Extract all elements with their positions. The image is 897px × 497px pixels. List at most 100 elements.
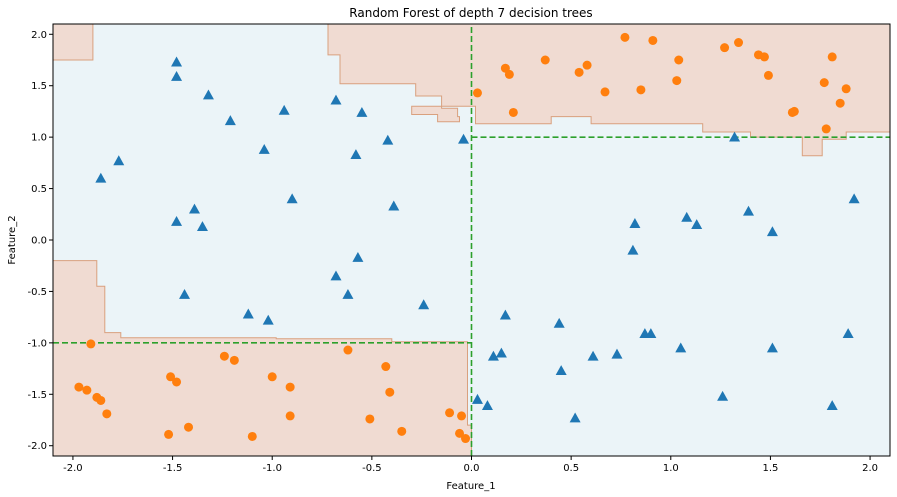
triangle-point (342, 289, 354, 299)
triangle-point (458, 133, 470, 144)
triangle-point (848, 193, 860, 204)
circle-point (166, 372, 176, 382)
triangle-point (171, 70, 183, 81)
data-points (74, 32, 860, 444)
decision-region (52, 23, 94, 61)
triangle-point (113, 155, 125, 166)
circle-point (385, 387, 395, 397)
triangle-point (278, 104, 290, 115)
triangle-point (553, 317, 565, 328)
circle-point (445, 408, 455, 418)
circle-point (285, 411, 295, 421)
triangle-point (171, 215, 183, 226)
triangle-point (224, 115, 236, 126)
x-axis-label: Feature_1 (446, 481, 495, 492)
circle-point (582, 60, 592, 70)
y-tick-label: 1.5 (31, 81, 47, 92)
triangle-point (188, 203, 200, 214)
y-axis-label: Feature_2 (7, 215, 18, 264)
y-tick-label: 1.0 (31, 133, 47, 144)
circle-point (819, 78, 829, 88)
y-tick-label: -1.5 (27, 390, 47, 401)
circle-point (164, 429, 174, 439)
true-boundaries (53, 24, 890, 456)
triangle-point (487, 350, 499, 361)
triangle-point (645, 328, 657, 338)
triangle-point (330, 270, 342, 281)
triangle-point (471, 393, 483, 404)
triangle-point (286, 193, 298, 204)
y-tick-label: 0.0 (31, 236, 47, 247)
circle-point (827, 52, 837, 62)
triangle-point (587, 350, 599, 361)
chart-title: Random Forest of depth 7 decision trees (349, 6, 592, 20)
circle-point (219, 351, 229, 361)
circle-point (285, 382, 295, 392)
circle-point (267, 372, 277, 382)
circle-point (620, 32, 630, 42)
x-tick-label: 0.0 (464, 463, 480, 474)
circle-point (600, 87, 610, 97)
triangle-point (675, 342, 687, 353)
circle-point (102, 409, 112, 419)
x-tick-label: 1.0 (663, 463, 679, 474)
triangle-point (766, 342, 778, 353)
circle-point (457, 411, 467, 421)
circle-point (229, 355, 239, 365)
triangle-point (611, 348, 623, 359)
circle-point (674, 55, 684, 65)
x-tick-label: 2.0 (862, 463, 878, 474)
x-tick-label: -1.5 (163, 463, 183, 474)
circle-point (365, 414, 375, 424)
circle-point (461, 434, 471, 444)
circle-point (172, 377, 182, 387)
triangle-point (495, 347, 507, 358)
triangle-point (356, 106, 368, 117)
circle-point (472, 88, 482, 98)
triangle-point (171, 56, 183, 67)
y-tick-label: -2.0 (27, 441, 47, 452)
triangle-point (350, 149, 362, 160)
triangle-point (258, 143, 270, 154)
x-tick-label: 0.5 (563, 463, 579, 474)
y-tick-label: 0.5 (31, 184, 47, 195)
triangle-point (729, 131, 741, 142)
x-tick-label: -2.0 (63, 463, 83, 474)
circle-point (397, 426, 407, 436)
triangle-point (681, 211, 693, 222)
circle-point (508, 107, 518, 117)
triangle-point (717, 390, 729, 401)
triangle-point (555, 365, 567, 376)
x-axis-ticks: -2.0 -1.5 -1.0 -0.5 0.0 0.5 1.0 1.5 2.0 (63, 456, 878, 474)
triangle-point (388, 200, 400, 211)
circle-point (74, 382, 84, 392)
triangle-point (826, 400, 838, 410)
circle-point (184, 422, 194, 432)
x-tick-label: -1.0 (262, 463, 282, 474)
circle-point (636, 85, 646, 95)
triangle-point (242, 308, 254, 319)
circle-point (540, 55, 550, 65)
triangle-point (382, 134, 394, 145)
circle-point (789, 106, 799, 116)
circle-point (763, 70, 773, 80)
circle-point (574, 67, 584, 77)
triangle-point (418, 299, 430, 310)
triangle-point (330, 94, 342, 105)
triangle-point (691, 219, 703, 229)
triangle-point (196, 221, 208, 232)
triangle-point (766, 226, 778, 237)
triangle-point (499, 309, 511, 320)
triangle-point (569, 412, 581, 423)
circle-point (672, 76, 682, 86)
circle-point (381, 362, 391, 372)
circle-point (720, 43, 730, 53)
circle-point (821, 124, 831, 134)
circle-point (759, 52, 769, 62)
circle-point (82, 385, 92, 395)
triangle-point (95, 172, 107, 183)
y-axis-ticks: -2.0 -1.5 -1.0 -0.5 0.0 0.5 1.0 1.5 2.0 (27, 30, 53, 452)
x-tick-label: -0.5 (362, 463, 382, 474)
triangle-point (179, 289, 191, 299)
